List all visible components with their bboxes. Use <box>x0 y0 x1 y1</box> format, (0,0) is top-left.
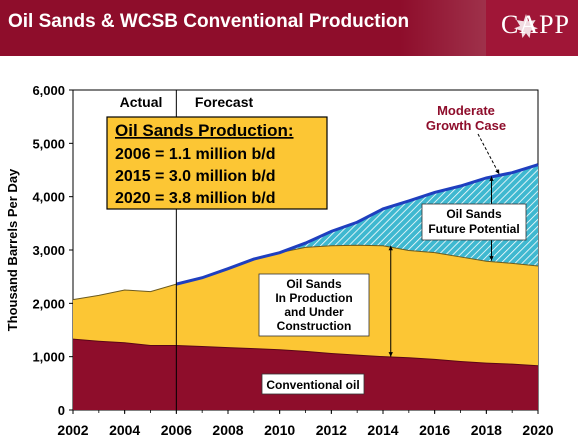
x-tick-label: 2018 <box>471 422 502 438</box>
oil-sands-production-box: Oil Sands Production: 2006 = 1.1 million … <box>106 116 328 210</box>
x-tick-label: 2012 <box>316 422 347 438</box>
production-box-line: 2020 = 3.8 million b/d <box>115 190 276 207</box>
oil-sands-line <box>72 244 539 301</box>
future-potential-label: Future Potential <box>428 222 519 236</box>
moderate-growth-label: Growth Case <box>426 118 506 133</box>
y-tick-label: 5,000 <box>32 136 65 151</box>
in-production-label: Oil Sands <box>286 277 342 291</box>
x-tick-label: 2004 <box>109 422 140 438</box>
moderate-growth-label: Moderate <box>437 103 495 118</box>
y-tick-label: 0 <box>58 403 65 418</box>
capp-logo: CAPP <box>500 10 570 39</box>
banner-fade <box>400 0 486 56</box>
moderate-growth-line <box>175 163 539 286</box>
in-production-label: In Production <box>275 291 352 305</box>
conventional-line <box>72 338 539 367</box>
conventional-oil-label: Conventional oil <box>266 378 359 392</box>
x-tick-label: 2002 <box>57 422 88 438</box>
future-potential-label: Oil Sands <box>446 207 502 221</box>
future-potential-area <box>73 164 538 300</box>
x-tick-label: 2016 <box>419 422 450 438</box>
growth-case-arrow <box>477 133 500 175</box>
x-tick-label: 2006 <box>161 422 192 438</box>
logo-panel: CAPP <box>486 0 578 56</box>
y-tick-label: 3,000 <box>32 243 65 258</box>
y-tick-label: 6,000 <box>32 83 65 98</box>
in-production-label: and Under <box>284 305 344 319</box>
y-tick-label: 2,000 <box>32 296 65 311</box>
slide-title: Oil Sands & WCSB Conventional Production <box>8 11 410 32</box>
x-tick-label: 2014 <box>367 422 398 438</box>
x-tick-label: 2008 <box>212 422 243 438</box>
y-axis-label: Thousand Barrels Per Day <box>5 168 20 331</box>
production-box-line: 2006 = 1.1 million b/d <box>115 146 276 163</box>
production-box-title: Oil Sands Production: <box>115 121 294 140</box>
y-tick-label: 4,000 <box>32 190 65 205</box>
y-tick-label: 1,000 <box>32 350 65 365</box>
x-tick-label: 2020 <box>522 422 553 438</box>
title-banner: Oil Sands & WCSB Conventional Production… <box>0 0 578 56</box>
in-production-label: Construction <box>277 319 352 333</box>
production-box-line: 2015 = 3.0 million b/d <box>115 168 276 185</box>
actual-label: Actual <box>120 94 163 110</box>
in-production-arrow <box>388 245 393 357</box>
x-tick-label: 2010 <box>264 422 295 438</box>
forecast-label: Forecast <box>195 94 254 110</box>
conventional-oil-label-box: Conventional oil <box>261 373 365 395</box>
